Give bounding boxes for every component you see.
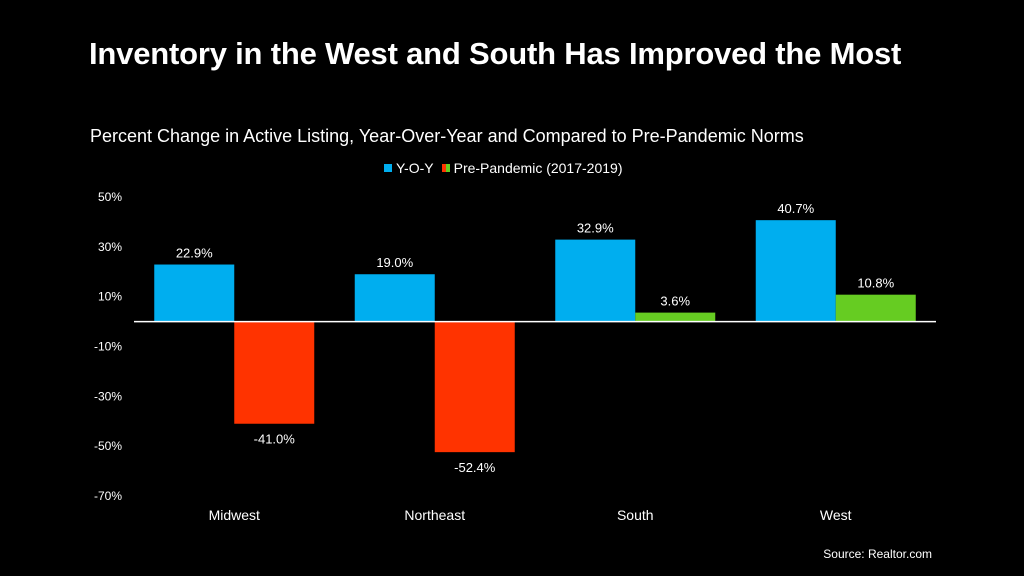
y-tick-label: 10% — [98, 290, 122, 304]
data-label-pre-pandemic: 3.6% — [660, 294, 690, 309]
source-note: Source: Realtor.com — [823, 547, 932, 561]
bar-pre-pandemic-northeast — [434, 321, 515, 453]
x-tick-label-northeast: Northeast — [404, 507, 465, 523]
legend-swatch-yoy — [384, 164, 392, 172]
y-tick-label: -50% — [94, 439, 122, 453]
chart-subtitle: Percent Change in Active Listing, Year-O… — [90, 126, 804, 146]
data-label-yoy: 40.7% — [777, 201, 814, 216]
y-tick-label: 30% — [98, 240, 122, 254]
bar-yoy-midwest — [154, 264, 235, 322]
bar-yoy-west — [755, 220, 836, 322]
legend-label-yoy: Y-O-Y — [396, 160, 434, 176]
bar-pre-pandemic-west — [835, 294, 916, 322]
bar-pre-pandemic-midwest — [234, 321, 315, 424]
x-tick-label-midwest: Midwest — [209, 507, 260, 523]
legend-label-pre-pandemic: Pre-Pandemic (2017-2019) — [453, 160, 623, 176]
data-label-pre-pandemic: -52.4% — [454, 460, 496, 475]
data-label-yoy: 32.9% — [577, 221, 614, 236]
x-tick-label-south: South — [617, 507, 654, 523]
bar-yoy-northeast — [354, 274, 435, 322]
legend-item-pre-pandemic: Pre-Pandemic (2017-2019) — [441, 160, 623, 176]
legend-item-yoy: Y-O-Y — [384, 160, 434, 176]
data-label-yoy: 19.0% — [376, 255, 413, 270]
y-tick-label: -10% — [94, 340, 122, 354]
x-tick-label-west: West — [820, 507, 852, 523]
legend-swatch-pre-pandemic — [441, 164, 450, 172]
data-label-yoy: 22.9% — [176, 246, 213, 261]
data-label-pre-pandemic: -41.0% — [254, 432, 296, 447]
chart-title: Inventory in the West and South Has Impr… — [89, 36, 902, 71]
y-tick-label: -30% — [94, 389, 122, 403]
data-label-pre-pandemic: 10.8% — [857, 276, 894, 291]
bar-pre-pandemic-south — [635, 312, 716, 322]
chart-legend: Y-O-Y Pre-Pandemic (2017-2019) — [384, 160, 630, 176]
y-tick-label: -70% — [94, 489, 122, 503]
y-tick-label: 50% — [98, 190, 122, 204]
bar-yoy-south — [555, 239, 636, 322]
